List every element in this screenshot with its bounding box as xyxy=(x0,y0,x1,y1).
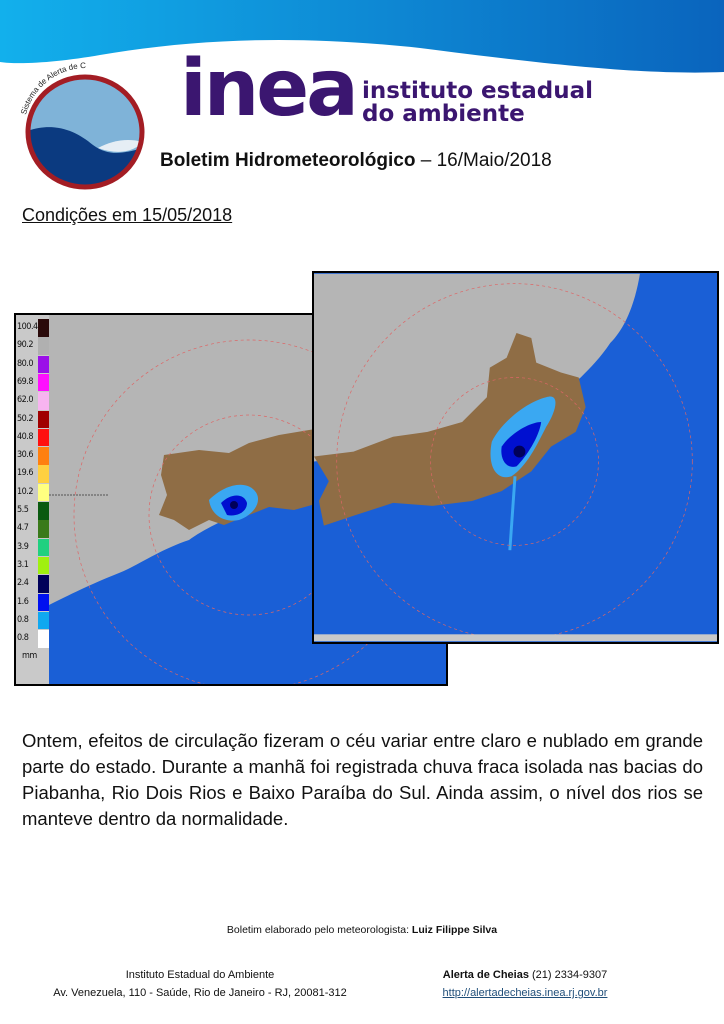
legend-item: 40.8 xyxy=(16,428,49,447)
alert-label: Alerta de Cheias xyxy=(442,969,529,981)
org-address-block: Instituto Estadual do Ambiente Av. Venez… xyxy=(40,966,360,1002)
legend-item: 3.9 xyxy=(16,538,49,557)
legend-value: 62.0 xyxy=(17,395,34,406)
legend-swatch xyxy=(38,355,49,374)
legend-item: 62.0 xyxy=(16,392,49,410)
legend-item: 50.2 xyxy=(16,410,49,428)
legend-value: 40.8 xyxy=(17,431,34,442)
legend-value: 4.7 xyxy=(17,523,29,534)
legend-swatch xyxy=(38,465,49,483)
brand-subtitle: instituto estadual do ambiente xyxy=(362,80,593,126)
legend-item: 19.6 xyxy=(16,465,49,483)
author-credit: Boletim elaborado pelo meteorologista: L… xyxy=(0,924,724,936)
legend-value: 80.0 xyxy=(17,358,34,369)
legend-item: 80.0 xyxy=(16,355,49,374)
legend-value: 2.4 xyxy=(17,578,29,589)
legend-item: 3.1 xyxy=(16,556,49,575)
legend-item: 30.6 xyxy=(16,447,49,465)
legend-value: 3.9 xyxy=(17,541,29,552)
legend-item: 0.8 xyxy=(16,611,49,630)
alert-contact-block: Alerta de Cheias (21) 2334-9307 http://a… xyxy=(400,966,650,1002)
legend-swatch xyxy=(38,337,49,355)
legend-item: 10.2 xyxy=(16,483,49,502)
legend-value: 69.8 xyxy=(17,376,34,387)
alert-website-link[interactable]: http://alertadecheias.inea.rj.gov.br xyxy=(442,987,608,999)
legend-value: 19.6 xyxy=(17,468,34,479)
section-title: Condições em 15/05/2018 xyxy=(22,205,233,225)
legend-swatch xyxy=(38,447,49,465)
bulletin-name: Boletim Hidrometeorológico xyxy=(160,150,416,171)
legend-swatch xyxy=(38,373,49,392)
radar-legend: 100.4 90.2 80.0 69.8 62.0 50.2 40.8 30.6 19.6 10.… xyxy=(16,315,49,684)
legend-swatch xyxy=(38,502,49,520)
legend-item: 0.8 xyxy=(16,630,49,648)
legend-swatch xyxy=(38,410,49,428)
legend-value: 30.6 xyxy=(17,450,34,461)
brand-sub-line2: do ambiente xyxy=(362,101,525,127)
legend-item: 100.4 xyxy=(16,319,49,337)
legend-item: 5.5 xyxy=(16,502,49,520)
alert-system-logo: Sistema de Alerta de Cheias xyxy=(18,60,145,190)
legend-value: 0.8 xyxy=(17,614,29,625)
radar-map-accumulated xyxy=(312,271,719,644)
header-wave xyxy=(0,0,724,73)
org-address: Av. Venezuela, 110 - Saúde, Rio de Janei… xyxy=(53,987,347,999)
legend-item: 90.2 xyxy=(16,337,49,355)
legend-value: 100.4 xyxy=(17,322,38,332)
legend-item: 2.4 xyxy=(16,575,49,593)
author-name: Luiz Filippe Silva xyxy=(411,924,498,936)
bulletin-body-text: Ontem, efeitos de circulação fizeram o c… xyxy=(22,730,703,829)
legend-swatch xyxy=(38,611,49,630)
legend-swatch xyxy=(38,428,49,447)
alert-phone: (21) 2334-9307 xyxy=(528,969,608,981)
legend-item: 69.8 xyxy=(16,373,49,392)
legend-swatch xyxy=(38,593,49,611)
bulletin-title: Boletim Hidrometeorológico – 16/Maio/201… xyxy=(160,150,552,172)
bulletin-date: – 16/Maio/2018 xyxy=(420,150,552,171)
credit-prefix: Boletim elaborado pelo meteorologista: xyxy=(226,924,412,936)
radar-image-2 xyxy=(314,273,717,642)
legend-unit: mm xyxy=(22,651,37,662)
org-name: Instituto Estadual do Ambiente xyxy=(125,969,275,981)
brand-logo-text: inea xyxy=(180,44,359,134)
legend-value: 5.5 xyxy=(17,505,29,515)
legend-swatch xyxy=(38,630,49,648)
legend-swatch xyxy=(38,538,49,557)
legend-swatch xyxy=(38,319,49,337)
legend-swatch xyxy=(38,575,49,593)
brand-sub-line1: instituto estadual xyxy=(362,78,594,104)
legend-item: 4.7 xyxy=(16,520,49,538)
legend-item: 1.6 xyxy=(16,593,49,611)
legend-swatch xyxy=(38,556,49,575)
legend-value: 10.2 xyxy=(17,486,34,497)
legend-swatch xyxy=(38,483,49,502)
legend-value: 3.1 xyxy=(17,559,29,570)
legend-value: 0.8 xyxy=(17,633,29,644)
legend-value: 50.2 xyxy=(17,413,34,424)
legend-swatch xyxy=(38,392,49,410)
legend-swatch xyxy=(38,520,49,538)
legend-value: 1.6 xyxy=(17,596,29,607)
legend-value: 90.2 xyxy=(17,340,34,351)
